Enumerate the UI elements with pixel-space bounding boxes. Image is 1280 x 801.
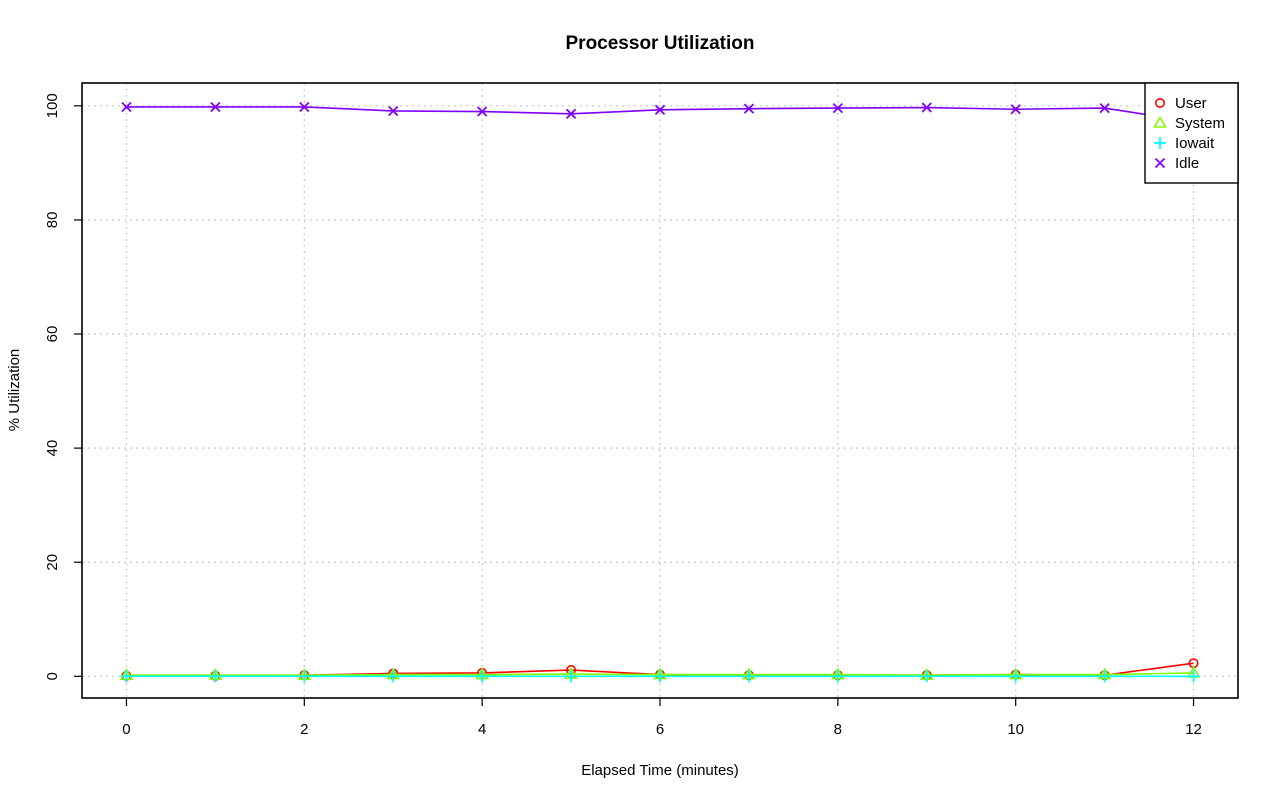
data-point-idle [832,102,843,114]
legend: User System Iowait Idle [1144,82,1239,184]
data-point-idle [1099,102,1110,114]
x-tick-label: 6 [656,721,664,738]
x-axis: 0 2 4 6 8 10 12 [122,698,1202,738]
legend-marker-user [1155,98,1166,109]
data-point-iowait [298,670,311,683]
legend-marker-idle [1154,157,1166,169]
x-tick-label: 12 [1185,721,1202,738]
data-point-iowait [654,670,666,683]
y-axis: 0 20 40 60 80 100 [44,93,82,680]
grid [82,83,1238,698]
legend-marker-system [1153,115,1167,128]
data-point-iowait [1098,670,1111,683]
legend-label-user: User [1175,95,1207,112]
data-point-iowait [831,670,844,683]
y-tick-label: 80 [44,212,61,229]
series-iowait [120,670,1200,683]
data-point-iowait [476,670,489,683]
y-tick-label: 20 [44,554,61,571]
series-layer [119,101,1201,683]
data-point-idle [743,103,755,114]
data-point-idle [1010,104,1021,115]
data-point-iowait [387,670,400,683]
data-point-idle [477,106,488,117]
data-point-idle [121,101,132,113]
y-axis-label: % Utilization [6,349,23,432]
data-point-idle [210,101,221,113]
y-tick-label: 40 [44,440,61,457]
data-point-idle [388,105,399,117]
data-point-iowait [742,670,755,683]
y-tick-label: 0 [44,672,61,680]
data-point-iowait [120,670,133,683]
y-tick-label: 100 [44,93,61,118]
data-point-iowait [920,670,933,683]
data-point-idle [299,101,310,113]
legend-marker-iowait [1154,137,1166,149]
y-tick-label: 60 [44,326,61,343]
chart-title: Processor Utilization [566,33,755,54]
data-point-iowait [1009,670,1022,683]
x-tick-label: 8 [834,721,842,738]
data-point-idle [654,104,666,115]
x-tick-label: 2 [300,721,308,738]
legend-label-system: System [1175,115,1225,132]
data-point-idle [565,108,577,119]
legend-box [1144,82,1239,184]
x-tick-label: 4 [478,721,486,738]
legend-label-iowait: Iowait [1175,135,1215,152]
x-axis-label: Elapsed Time (minutes) [581,762,739,779]
data-point-iowait [1187,670,1200,683]
data-point-iowait [209,670,222,683]
x-tick-label: 0 [122,721,130,738]
data-point-iowait [565,670,578,683]
data-point-idle [921,102,932,113]
x-tick-label: 10 [1007,721,1024,738]
legend-label-idle: Idle [1175,155,1199,172]
